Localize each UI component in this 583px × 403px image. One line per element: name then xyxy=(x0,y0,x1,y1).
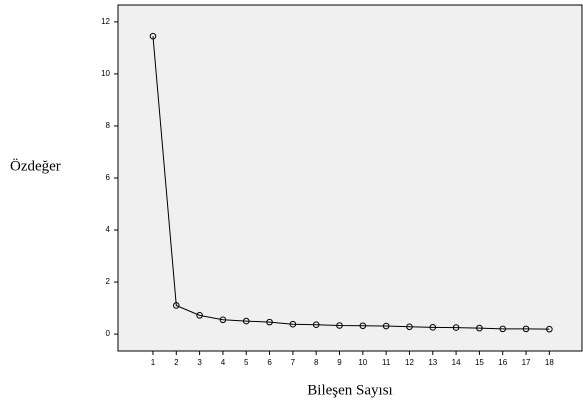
line xyxy=(152,36,550,330)
point xyxy=(242,317,250,325)
point xyxy=(522,325,530,333)
point xyxy=(546,325,553,333)
y-tick-label: 8 xyxy=(106,121,111,130)
x-tick-label: 16 xyxy=(498,358,507,367)
x-axis-label: Bileşen Sayısı xyxy=(307,382,392,398)
point xyxy=(499,325,507,333)
x-tick-label: 10 xyxy=(358,358,367,367)
x-tick-label: 7 xyxy=(291,358,296,367)
x-tick-label: 18 xyxy=(545,358,554,367)
x-tick-label: 14 xyxy=(452,358,461,367)
y-tick-label: 0 xyxy=(106,329,111,338)
point xyxy=(312,321,320,329)
y-axis-label: Özdeğer xyxy=(10,157,61,174)
point xyxy=(359,322,367,330)
point xyxy=(149,32,157,40)
y-tick-label: 6 xyxy=(106,173,111,182)
point xyxy=(476,324,483,332)
x-tick-label: 1 xyxy=(151,358,156,367)
x-tick-label: 5 xyxy=(244,358,249,367)
point xyxy=(452,324,460,331)
x-tick-label: 13 xyxy=(428,358,437,367)
y-tick-label: 10 xyxy=(101,69,110,78)
plot-area xyxy=(117,4,583,352)
point xyxy=(336,322,343,329)
y-tick-label: 4 xyxy=(106,225,111,234)
point xyxy=(429,324,437,331)
x-tick-label: 4 xyxy=(221,358,226,367)
x-tick-label: 17 xyxy=(522,358,531,367)
x-tick-label: 8 xyxy=(314,358,319,367)
x-tick-label: 2 xyxy=(174,358,179,367)
point xyxy=(196,312,203,319)
y-tick-label: 2 xyxy=(106,277,111,286)
x-tick-label: 11 xyxy=(382,358,391,367)
point xyxy=(382,322,390,330)
x-tick-label: 9 xyxy=(337,358,342,367)
point xyxy=(406,323,413,331)
point xyxy=(289,320,297,328)
x-tick-label: 12 xyxy=(405,358,414,367)
point xyxy=(266,318,273,326)
y-tick-label: 12 xyxy=(101,17,110,26)
point xyxy=(172,302,180,309)
x-tick-label: 3 xyxy=(197,358,202,367)
point xyxy=(219,316,227,324)
x-tick-label: 15 xyxy=(475,358,484,367)
x-tick-label: 6 xyxy=(267,358,272,367)
